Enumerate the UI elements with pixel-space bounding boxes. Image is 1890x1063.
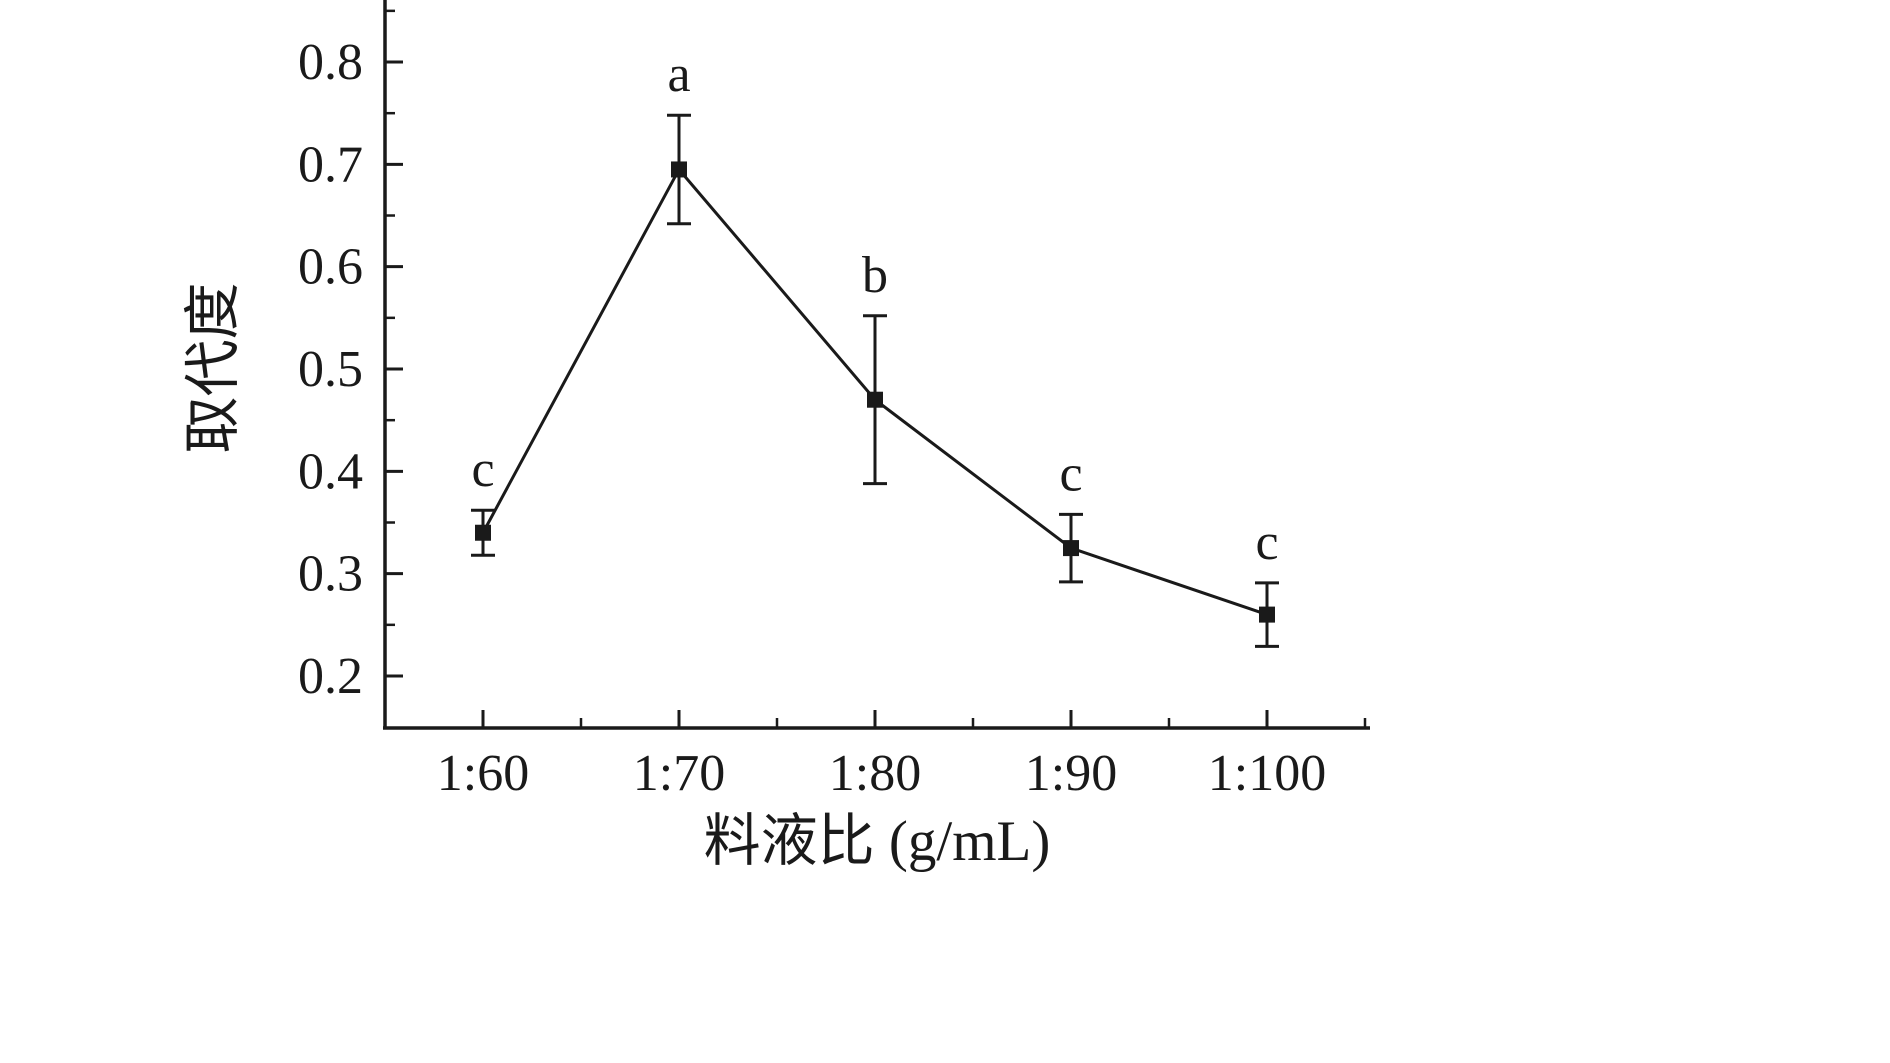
data-point-marker — [1063, 540, 1079, 557]
x-tick-label: 1:70 — [633, 745, 725, 802]
significance-label: a — [667, 46, 690, 103]
significance-label: c — [1059, 445, 1082, 502]
data-point-marker — [867, 391, 883, 408]
data-point-marker — [671, 161, 687, 178]
x-tick-label: 1:100 — [1208, 745, 1326, 802]
y-tick-label: 0.4 — [298, 443, 363, 500]
y-tick-label: 0.8 — [298, 34, 363, 91]
data-point-marker — [1259, 606, 1275, 623]
y-axis-label: 取代度 — [182, 283, 245, 454]
significance-labels: c a b c c — [471, 46, 1278, 571]
x-tick-label: 1:60 — [437, 745, 529, 802]
data-point-marker — [475, 524, 491, 541]
axis-tick-labels: 0.2 0.3 0.4 0.5 0.6 0.7 0.8 1:60 1:70 1:80 1:90 1:1… — [298, 34, 1326, 802]
axis-ticks — [385, 9, 1367, 728]
x-tick-label: 1:80 — [829, 745, 921, 802]
y-tick-label: 0.3 — [298, 546, 363, 603]
x-tick-label: 1:90 — [1025, 745, 1117, 802]
significance-label: c — [471, 441, 494, 498]
y-tick-label: 0.5 — [298, 341, 363, 398]
x-axis-label: 料液比 (g/mL) — [704, 810, 1051, 873]
data-series — [471, 113, 1279, 648]
y-tick-label: 0.2 — [298, 648, 363, 705]
significance-label: c — [1255, 514, 1278, 571]
y-tick-label: 0.6 — [298, 239, 363, 296]
significance-label: b — [862, 247, 888, 304]
y-tick-label: 0.7 — [298, 136, 363, 193]
